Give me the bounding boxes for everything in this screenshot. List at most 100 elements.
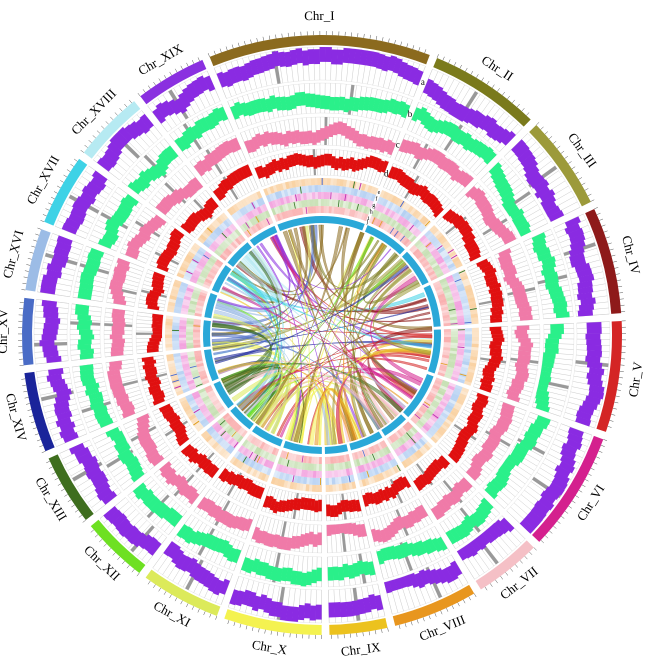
histogram-bar: [463, 238, 476, 249]
heatmap-cell: [207, 416, 215, 424]
heatmap-cell: [179, 331, 187, 335]
histogram-bar: [109, 430, 124, 442]
histogram-bar: [227, 68, 239, 85]
histogram-bar: [372, 97, 381, 113]
heatmap-cell: [456, 312, 464, 317]
heatmap-cell: [185, 376, 194, 383]
heatmap-cell: [443, 336, 451, 340]
histogram-bar: [198, 457, 209, 469]
heatmap-cell: [323, 185, 328, 193]
heatmap-cell: [256, 447, 263, 456]
heatmap-cell: [457, 334, 466, 338]
heatmap-cell: [183, 257, 192, 264]
heatmap-cell: [437, 234, 446, 242]
heatmap-cell: [362, 198, 368, 207]
heatmap-cell: [450, 289, 459, 295]
histogram-bar: [570, 258, 587, 268]
histogram-bar: [152, 327, 163, 332]
histogram-bar: [543, 271, 559, 281]
heatmap-cell: [214, 249, 222, 257]
chromosome-label: Chr_I: [304, 8, 334, 23]
tick: [158, 587, 161, 592]
heatmap-cell: [335, 185, 340, 193]
heatmap-cell: [338, 207, 343, 215]
histogram-bar: [345, 601, 354, 617]
heatmap-cell: [189, 402, 198, 409]
histogram-bar: [220, 470, 231, 483]
heatmap-cell: [358, 457, 364, 466]
histogram-bar: [219, 578, 231, 595]
heatmap-cell: [312, 206, 317, 214]
ideogram-Chr_IV: [585, 208, 622, 314]
heatmap-cell: [439, 364, 448, 370]
heatmap-cell: [433, 229, 441, 238]
histogram-bar: [465, 242, 478, 252]
tick: [80, 149, 84, 153]
heatmap-cell: [172, 381, 181, 387]
heatmap-cell: [269, 446, 275, 454]
heatmap-cell: [301, 178, 306, 187]
chromosome-Chr_XVIII: Chr_XVIII: [68, 86, 252, 267]
heatmap-cell: [241, 206, 249, 215]
heatmap-cell: [189, 278, 198, 284]
histogram-bar: [343, 98, 350, 113]
histogram-bar: [469, 539, 482, 553]
heatmap-cell: [233, 423, 241, 431]
heatmap-cell: [198, 415, 206, 423]
histogram-bar: [87, 252, 102, 262]
heatmap-cell: [343, 475, 349, 484]
heatmap-cell: [388, 218, 395, 226]
histogram-bar: [152, 317, 163, 322]
heatmap-cell: [225, 236, 233, 244]
heatmap-cell: [450, 319, 458, 323]
tick: [516, 103, 520, 108]
heatmap-cell: [325, 470, 329, 478]
histogram-bar: [367, 96, 376, 112]
histogram-bar: [80, 348, 95, 355]
heatmap-cell: [414, 230, 422, 238]
histogram-bar: [324, 95, 331, 110]
heatmap-mark: [305, 206, 308, 214]
histogram-bar: [340, 601, 348, 618]
grid-line: [252, 162, 263, 187]
heatmap-cell: [470, 313, 478, 318]
heatmap-cell: [291, 180, 296, 188]
histogram-bar: [576, 292, 593, 301]
heatmap-cell: [422, 424, 430, 432]
histogram-bar: [516, 325, 530, 331]
heatmap-cell: [436, 272, 444, 278]
histogram-bar: [75, 196, 92, 209]
heatmap-cell: [167, 363, 176, 368]
heatmap-cell: [334, 477, 339, 485]
heatmap-cell: [193, 329, 201, 333]
tick: [24, 397, 29, 399]
heatmap-cell: [438, 367, 447, 372]
histogram-bar: [328, 124, 334, 138]
heatmap-cell: [305, 185, 310, 193]
histogram-bar: [503, 274, 517, 282]
heatmap-cell: [292, 187, 298, 195]
heatmap-cell: [407, 430, 414, 438]
heatmap-cell: [447, 280, 456, 286]
tick: [67, 499, 72, 503]
histogram-bar: [203, 462, 214, 474]
heatmap-cell: [437, 246, 446, 254]
histogram-bar: [586, 344, 602, 352]
heatmap-mark: [299, 186, 302, 194]
histogram-bar: [347, 522, 354, 535]
heatmap-cell: [430, 262, 439, 269]
heatmap-cell: [248, 443, 256, 452]
tick: [560, 150, 565, 154]
heatmap-cell: [302, 207, 306, 215]
histogram-bar: [394, 168, 404, 181]
heatmap-cell: [229, 420, 237, 427]
heatmap-cell: [462, 358, 471, 363]
heatmap-cell: [396, 429, 404, 437]
tick: [163, 75, 167, 79]
heatmap-cell: [421, 248, 429, 255]
link-Chr_II-Chr_VII: [352, 244, 388, 429]
histogram-bar: [303, 603, 311, 619]
heatmap-cell: [186, 329, 194, 333]
histogram-bar: [483, 117, 498, 133]
histogram-bar: [152, 271, 166, 280]
